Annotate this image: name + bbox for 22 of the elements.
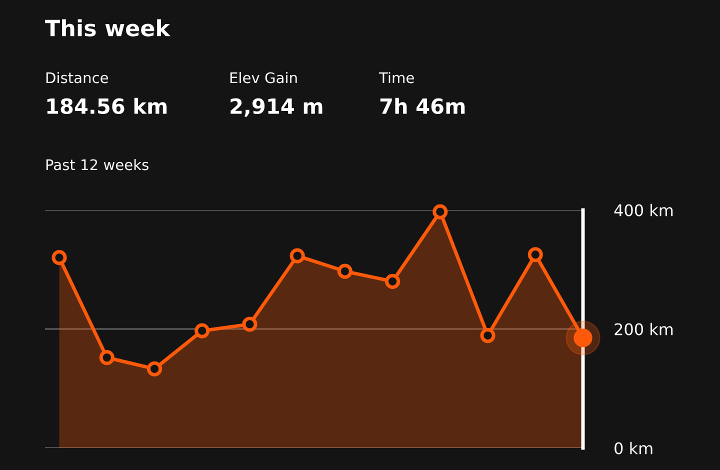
chart-title: This week (45, 19, 170, 36)
text: 184.56 km (47, 98, 167, 114)
point (146, 361, 162, 376)
point (432, 204, 448, 220)
y-tick-label: 400 km (614, 204, 673, 216)
point (242, 316, 258, 332)
text: 7h 46m (380, 98, 465, 114)
point (290, 248, 305, 264)
point (480, 328, 496, 344)
point (194, 323, 210, 338)
point (385, 274, 400, 289)
chart-subtitle: Past 12 weeks (46, 158, 148, 170)
y-tick-label: 0 km (614, 442, 652, 454)
text: Elev Gain (230, 72, 297, 84)
text: Distance (46, 72, 108, 84)
point (528, 247, 543, 262)
point (52, 250, 67, 266)
point (99, 350, 114, 366)
point (337, 264, 352, 279)
y-tick-label: 200 km (614, 322, 673, 336)
text: 2,914 m (230, 98, 322, 117)
text: Time (378, 72, 414, 84)
